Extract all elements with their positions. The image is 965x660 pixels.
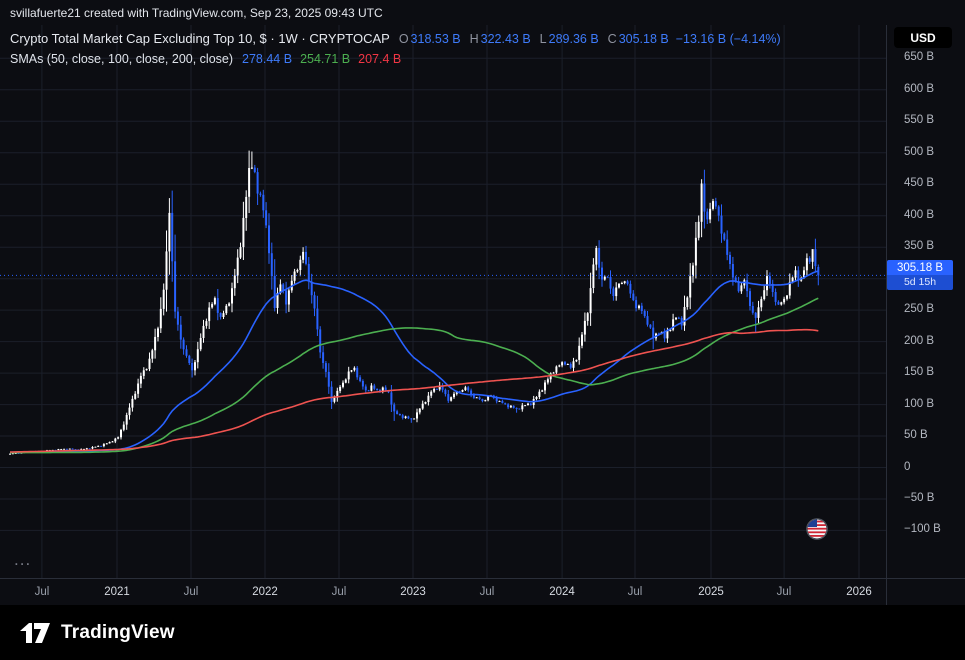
price-tick: 650 B <box>904 51 935 63</box>
time-tick: Jul <box>331 586 347 598</box>
time-tick: Jul <box>776 586 792 598</box>
legend: Crypto Total Market Cap Excluding Top 10… <box>10 29 781 69</box>
sma-50-line <box>9 270 819 454</box>
sma50-value: 278.44 B <box>242 52 293 66</box>
price-axis[interactable]: USD 650 B 600 B 550 B 500 B 450 B 400 B 350 B 2… <box>886 25 965 605</box>
current-price-tag: 305.18 B 5d 15h <box>887 260 953 290</box>
bar-countdown: 5d 15h <box>887 275 953 290</box>
price-tick: 400 B <box>904 209 935 221</box>
time-tick: 2024 <box>549 586 575 598</box>
time-tick: 2021 <box>104 586 130 598</box>
price-tick: 350 B <box>904 240 935 252</box>
chart-plot[interactable] <box>0 25 886 578</box>
sma100-value: 254.71 B <box>300 52 351 66</box>
price-tick: −100 B <box>904 523 941 535</box>
change-value: −13.16 B (−4.14%) <box>675 32 781 46</box>
price-tick: 250 B <box>904 303 935 315</box>
symbol-title[interactable]: Crypto Total Market Cap Excluding Top 10… <box>10 31 390 46</box>
time-tick: 2022 <box>252 586 278 598</box>
us-flag-event-marker[interactable] <box>806 518 828 540</box>
time-tick: Jul <box>627 586 643 598</box>
price-tick: 450 B <box>904 177 935 189</box>
price-tick: 100 B <box>904 398 935 410</box>
tradingview-wordmark[interactable]: TradingView <box>61 621 175 643</box>
ohlc-open-label: O <box>398 32 409 46</box>
current-price-value: 305.18 B <box>887 260 953 275</box>
price-tick: 200 B <box>904 335 935 347</box>
symbol-row: Crypto Total Market Cap Excluding Top 10… <box>10 29 781 49</box>
price-tick: 550 B <box>904 114 935 126</box>
tradingview-logo-icon[interactable] <box>18 621 52 645</box>
price-tick: 150 B <box>904 366 935 378</box>
time-tick: 2025 <box>698 586 724 598</box>
time-tick: 2026 <box>846 586 872 598</box>
indicator-row: SMAs (50, close, 100, close, 200, close)… <box>10 49 781 69</box>
attribution-text: svillafuerte21 created with TradingView.… <box>10 5 383 20</box>
price-tick: 600 B <box>904 83 935 95</box>
ohlc-low-value: 289.36 B <box>548 32 599 46</box>
price-tick: −50 B <box>904 492 935 504</box>
sma200-value: 207.4 B <box>358 52 402 66</box>
ohlc-open-value: 318.53 B <box>410 32 461 46</box>
time-tick: Jul <box>479 586 495 598</box>
currency-toggle-button[interactable]: USD <box>894 27 952 48</box>
ohlc-high-label: H <box>469 32 479 46</box>
sma-indicator-title[interactable]: SMAs (50, close, 100, close, 200, close) <box>10 52 234 66</box>
sma-lines <box>9 270 819 454</box>
time-tick: Jul <box>183 586 199 598</box>
us-flag-icon <box>806 518 828 540</box>
ohlc-close-label: C <box>607 32 617 46</box>
ohlc-low-label: L <box>539 32 547 46</box>
attribution-bar: svillafuerte21 created with TradingView.… <box>0 0 965 25</box>
price-tick: 0 <box>904 461 911 473</box>
time-tick: 2023 <box>400 586 426 598</box>
chart-area[interactable]: Crypto Total Market Cap Excluding Top 10… <box>0 25 965 605</box>
time-axis[interactable]: Jul 2021 Jul 2022 Jul 2023 Jul 2024 Jul 2025 Jul 20… <box>0 578 965 605</box>
sma-200-line <box>10 328 819 453</box>
time-tick: Jul <box>34 586 50 598</box>
price-tick: 500 B <box>904 146 935 158</box>
candles-series <box>9 150 820 455</box>
sma-100-line <box>10 297 819 454</box>
footer-bar: TradingView <box>0 605 965 660</box>
grid-lines <box>0 25 886 578</box>
legend-more-button[interactable]: ... <box>14 550 32 569</box>
ohlc-close-value: 305.18 B <box>618 32 669 46</box>
ohlc-high-value: 322.43 B <box>480 32 531 46</box>
price-tick: 50 B <box>904 429 928 441</box>
